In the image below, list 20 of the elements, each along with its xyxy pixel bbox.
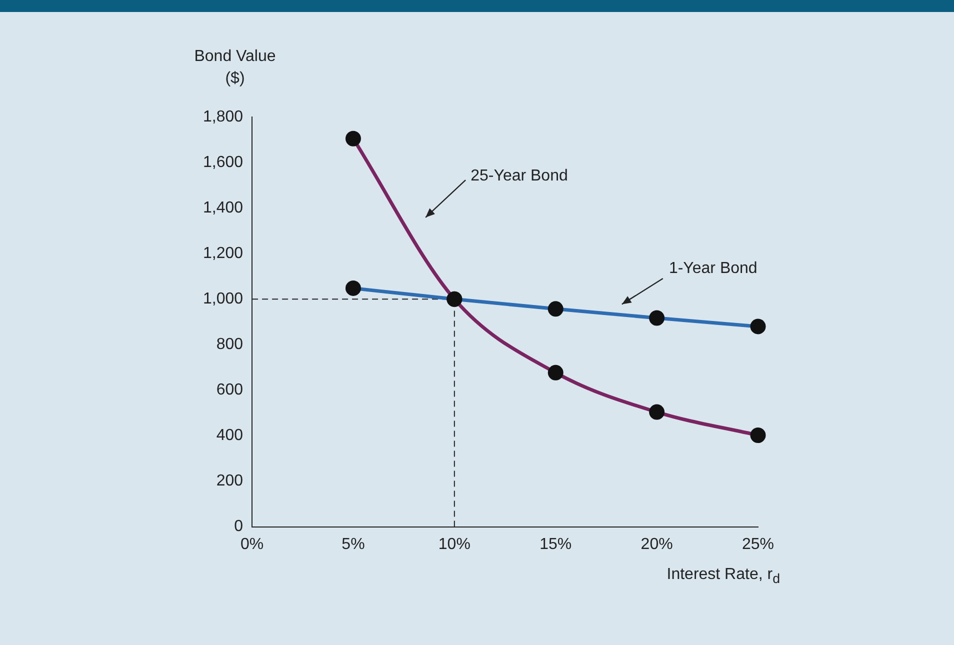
- x-tick-label: 10%: [438, 536, 470, 553]
- y-tick-label: 800: [216, 336, 244, 354]
- y-tick-label: 1,000: [202, 290, 244, 308]
- y-tick-label: 1,200: [202, 245, 244, 262]
- y-tick-label: 1,400: [202, 199, 244, 216]
- y-tick-label: 200: [216, 472, 244, 490]
- y-tick-label: 1,800: [202, 108, 244, 126]
- annotation: 1-Year Bond: [668, 260, 758, 278]
- annotation: 25-Year Bond: [470, 168, 568, 185]
- x-tick-label: 20%: [640, 536, 673, 553]
- y-tick-label: 1,600: [202, 154, 244, 171]
- y-tick-label: 600: [216, 382, 244, 399]
- y-tick-label: 0: [234, 518, 244, 536]
- x-tick-label: 25%: [742, 536, 774, 553]
- x-tick-label: 0%: [240, 536, 264, 553]
- x-axis-title: Interest Rate, r$_{d}$: [666, 566, 780, 586]
- x-tick-label: 5%: [342, 536, 365, 553]
- x-tick-label: 15%: [540, 536, 572, 553]
- y-tick-label: 400: [216, 427, 244, 444]
- y-axis-title: Bond Value ($): [193, 47, 277, 89]
